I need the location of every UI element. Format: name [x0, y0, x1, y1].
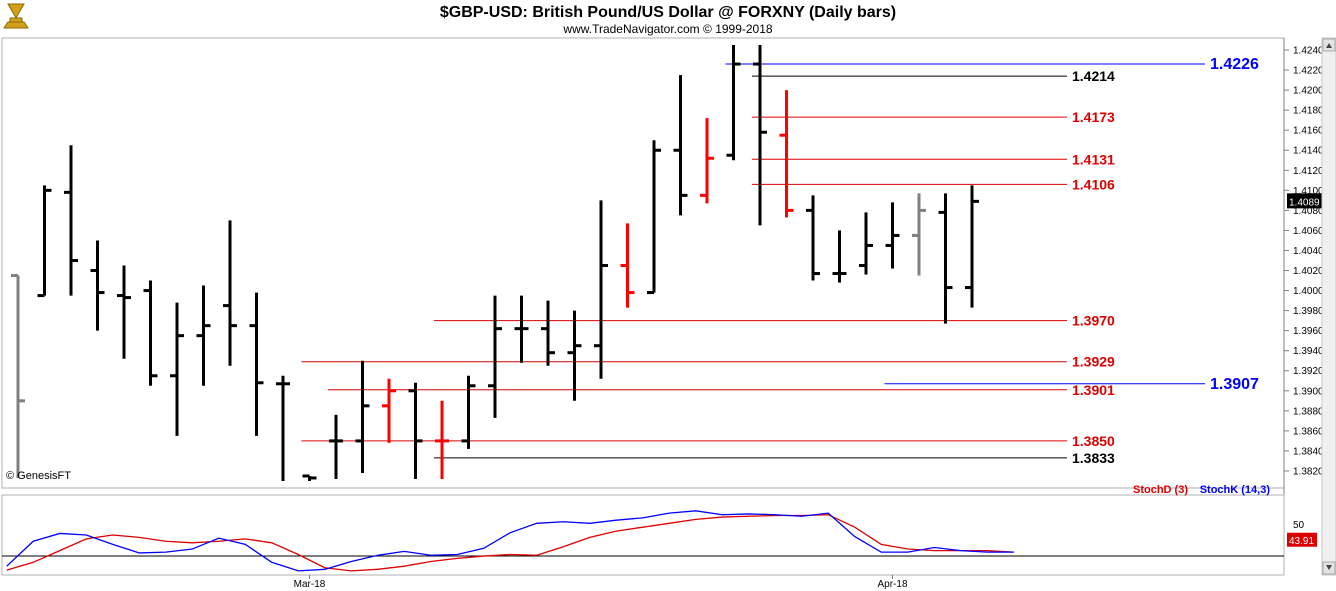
ohlc-bar: [885, 202, 900, 269]
level-label: 1.3907: [1210, 376, 1259, 393]
ohlc-bar: [408, 382, 423, 479]
price-tick-label: 1.4020: [1293, 266, 1324, 277]
ohlc-bar: [938, 193, 953, 324]
date-tick-label: Apr-18: [877, 579, 907, 590]
ohlc-bar: [223, 220, 237, 366]
stochastic-last-label: 43.91: [1289, 536, 1314, 547]
stochastic-tick: 50: [1293, 520, 1305, 531]
scrollbar[interactable]: [1321, 37, 1336, 576]
price-tick-label: 1.3920: [1293, 366, 1324, 377]
ohlc-bar: [700, 118, 714, 204]
legend-stochd: StochD (3): [1133, 484, 1188, 496]
date-tick-label: Mar-18: [294, 579, 326, 590]
chevron-down-icon: [1326, 565, 1332, 570]
ohlc-bar: [779, 90, 794, 218]
ohlc-bar: [965, 185, 979, 308]
price-tick-label: 1.4100: [1293, 186, 1324, 197]
chevron-up-icon: [1326, 43, 1332, 48]
level-label: 1.4173: [1072, 109, 1115, 125]
ohlc-bar: [276, 375, 290, 481]
ohlc-bar: [329, 414, 343, 479]
ohlc-bar: [514, 295, 529, 363]
watermark: © GenesisFT: [6, 470, 71, 482]
level-label: 1.4131: [1072, 151, 1115, 167]
ohlc-bar: [302, 474, 317, 481]
level-label: 1.3850: [1072, 433, 1115, 449]
chart-title: $GBP-USD: British Pound/US Dollar @ FORX…: [440, 4, 896, 21]
price-panel: [1, 37, 1285, 489]
ohlc-bar: [382, 378, 396, 443]
last-price-label: 1.4089: [1289, 197, 1320, 208]
price-tick-label: 1.4160: [1293, 126, 1324, 137]
ohlc-bar: [435, 400, 449, 479]
price-tick-label: 1.4220: [1293, 66, 1324, 77]
price-tick-label: 1.3840: [1293, 446, 1324, 457]
ohlc-bar: [594, 200, 608, 379]
stochastic-panel: [1, 494, 1285, 576]
ohlc-bar: [461, 375, 476, 449]
price-tick-label: 1.3820: [1293, 466, 1324, 477]
price-tick-label: 1.3940: [1293, 346, 1324, 357]
ohlc-bar: [859, 212, 873, 275]
price-tick-label: 1.4040: [1293, 246, 1324, 257]
price-tick-label: 1.3880: [1293, 406, 1324, 417]
ohlc-bar: [90, 240, 105, 331]
ohlc-bar: [37, 185, 52, 298]
stochastic-last-marker: [1287, 532, 1317, 547]
price-tick-label: 1.3900: [1293, 386, 1324, 397]
ohlc-bar: [620, 223, 635, 308]
price-tick-label: 1.4240: [1293, 46, 1324, 57]
level-label: 1.3833: [1072, 450, 1115, 466]
stochastic-series-line: [6, 514, 1014, 572]
price-tick-label: 1.3860: [1293, 426, 1324, 437]
price-tick-label: 1.4200: [1293, 86, 1324, 97]
stochastic-series-line: [6, 510, 1014, 572]
chart-subtitle: www.TradeNavigator.com © 1999-2018: [562, 22, 772, 36]
ohlc-bar: [673, 75, 688, 216]
ohlc-bar: [567, 310, 582, 401]
ohlc-bar: [541, 300, 555, 366]
level-label: 1.4214: [1072, 68, 1115, 84]
logo-icon: [3, 3, 29, 29]
price-tick-label: 1.4140: [1293, 146, 1324, 157]
ohlc-bar: [170, 302, 184, 436]
ohlc-bar: [753, 45, 767, 226]
ohlc-bar: [355, 360, 370, 473]
last-price-marker: 1.4089: [1287, 193, 1324, 209]
ohlc-bar: [117, 265, 131, 359]
ohlc-bar: [912, 193, 926, 276]
ohlc-bar: [806, 195, 820, 281]
ohlc-bar: [249, 292, 264, 436]
ohlc-bar: [832, 230, 847, 283]
level-label: 1.3929: [1072, 354, 1115, 370]
ohlc-bar: [488, 295, 502, 418]
level-label: 1.4106: [1072, 176, 1115, 192]
level-lines: 1.4226 1.4214 1.4173 1.4131 1.4106 1.3970 1.39…: [301, 56, 1259, 466]
ohlc-bars: [11, 45, 979, 481]
ohlc-bar: [143, 280, 158, 386]
price-tick-label: 1.4180: [1293, 106, 1324, 117]
price-tick-label: 1.3980: [1293, 306, 1324, 317]
legend-stochk: StochK (14,3): [1200, 484, 1271, 496]
level-label: 1.3901: [1072, 382, 1115, 398]
date-axis: Mar-18 Apr-18: [294, 575, 908, 590]
price-tick-label: 1.4120: [1293, 166, 1324, 177]
ohlc-bar: [726, 45, 741, 161]
level-label: 1.3970: [1072, 313, 1115, 329]
ohlc-bar: [196, 285, 211, 386]
price-tick-label: 1.3960: [1293, 326, 1324, 337]
stochastic-lines: [6, 510, 1014, 572]
ohlc-bar: [647, 140, 661, 295]
ohlc-bar: [11, 274, 25, 478]
price-axis: 1.4240 1.4220 1.4200 1.4180 1.4160 1.4140 1.41…: [1284, 46, 1324, 477]
ohlc-bar: [64, 145, 78, 296]
level-label: 1.4226: [1210, 56, 1259, 73]
price-tick-label: 1.4080: [1293, 206, 1324, 217]
price-tick-label: 1.4000: [1293, 286, 1324, 297]
price-tick-label: 1.4060: [1293, 226, 1324, 237]
